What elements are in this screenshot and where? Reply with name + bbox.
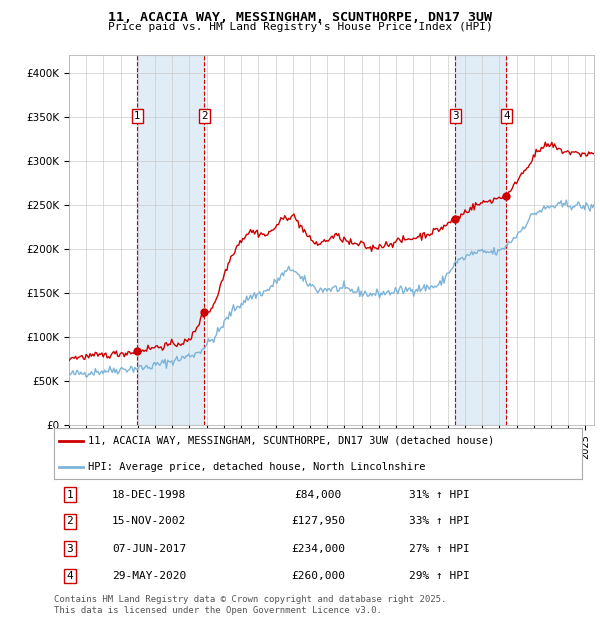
Text: 4: 4 [67, 571, 73, 581]
Text: 33% ↑ HPI: 33% ↑ HPI [409, 516, 470, 526]
Text: 3: 3 [452, 111, 458, 121]
Text: £260,000: £260,000 [291, 571, 345, 581]
Text: 27% ↑ HPI: 27% ↑ HPI [409, 544, 470, 554]
Text: 11, ACACIA WAY, MESSINGHAM, SCUNTHORPE, DN17 3UW (detached house): 11, ACACIA WAY, MESSINGHAM, SCUNTHORPE, … [88, 435, 494, 446]
Text: 15-NOV-2002: 15-NOV-2002 [112, 516, 186, 526]
Bar [455, 55, 506, 425]
Text: 2: 2 [201, 111, 208, 121]
Text: 07-JUN-2017: 07-JUN-2017 [112, 544, 186, 554]
Text: 31% ↑ HPI: 31% ↑ HPI [409, 490, 470, 500]
Text: Contains HM Land Registry data © Crown copyright and database right 2025.
This d: Contains HM Land Registry data © Crown c… [54, 595, 446, 614]
Text: 1: 1 [67, 490, 73, 500]
Text: 18-DEC-1998: 18-DEC-1998 [112, 490, 186, 500]
Text: Price paid vs. HM Land Registry's House Price Index (HPI): Price paid vs. HM Land Registry's House … [107, 22, 493, 32]
Text: 1: 1 [134, 111, 140, 121]
Text: £84,000: £84,000 [295, 490, 341, 500]
Text: 29-MAY-2020: 29-MAY-2020 [112, 571, 186, 581]
Text: 2: 2 [67, 516, 73, 526]
Text: 29% ↑ HPI: 29% ↑ HPI [409, 571, 470, 581]
Bar [137, 55, 205, 425]
Text: £127,950: £127,950 [291, 516, 345, 526]
Text: 4: 4 [503, 111, 509, 121]
Text: £234,000: £234,000 [291, 544, 345, 554]
Text: 3: 3 [67, 544, 73, 554]
Text: HPI: Average price, detached house, North Lincolnshire: HPI: Average price, detached house, Nort… [88, 463, 426, 472]
Text: 11, ACACIA WAY, MESSINGHAM, SCUNTHORPE, DN17 3UW: 11, ACACIA WAY, MESSINGHAM, SCUNTHORPE, … [108, 11, 492, 24]
